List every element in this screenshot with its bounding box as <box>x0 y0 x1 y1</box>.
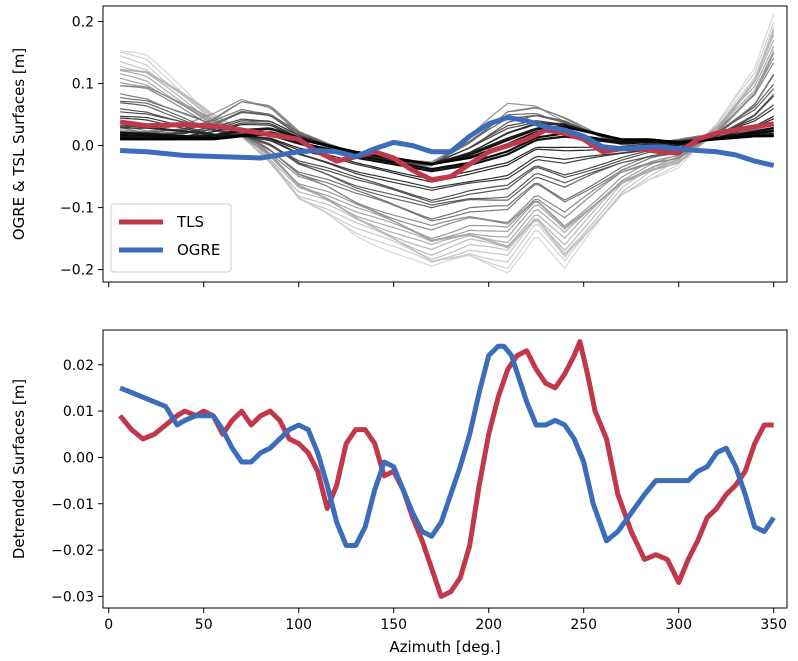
x-tick-label: 350 <box>760 617 787 633</box>
x-tick-label: 50 <box>195 617 213 633</box>
x-tick-label: 300 <box>665 617 692 633</box>
x-tick-label: 150 <box>380 617 407 633</box>
bottom-panel: −0.03 −0.02 −0.01 0.00 0.01 0.02 0 50 100 150 200… <box>10 329 788 656</box>
top-x-ticks <box>108 282 775 287</box>
y-tick-label: −0.02 <box>51 543 94 559</box>
top-panel: −0.2 −0.1 0.0 0.1 0.2 OGRE & TSL Surfaces [m… <box>10 5 788 287</box>
y-tick-label: 0.0 <box>72 139 94 155</box>
bottom-y-ticks: −0.03 −0.02 −0.01 0.00 0.01 0.02 <box>51 358 103 605</box>
legend: TLS OGRE <box>110 203 232 273</box>
ensemble-line <box>120 125 774 166</box>
y-tick-label: −0.2 <box>60 263 94 279</box>
y-tick-label: −0.01 <box>51 497 94 513</box>
y-tick-label: 0.1 <box>72 77 94 93</box>
legend-box <box>110 203 232 273</box>
legend-label-tls: TLS <box>176 213 204 231</box>
bottom-y-axis-label: Detrended Surfaces [m] <box>10 379 28 559</box>
series-line-ogre <box>119 115 775 168</box>
x-tick-label: 100 <box>285 617 312 633</box>
series-line-tls <box>118 339 774 599</box>
y-tick-label: 0.01 <box>63 404 94 420</box>
bottom-x-ticks: 0 50 100 150 200 250 300 350 <box>104 608 787 633</box>
series-line-ogre <box>119 343 776 548</box>
top-series-group <box>119 115 775 183</box>
x-tick-label: 250 <box>570 617 597 633</box>
series-line-tls <box>119 119 775 183</box>
bottom-series-group <box>118 339 776 599</box>
x-tick-label: 0 <box>104 617 113 633</box>
legend-label-ogre: OGRE <box>177 241 220 259</box>
y-tick-label: 0.02 <box>63 358 94 374</box>
y-tick-label: 0.00 <box>63 450 94 466</box>
y-tick-label: −0.1 <box>60 201 94 217</box>
top-y-axis-label: OGRE & TSL Surfaces [m] <box>10 48 28 240</box>
bottom-plot-frame <box>102 329 788 609</box>
bottom-x-axis-label: Azimuth [deg.] <box>389 638 500 656</box>
y-tick-label: −0.03 <box>51 589 94 605</box>
top-plot-frame <box>102 5 788 283</box>
y-tick-label: 0.2 <box>72 15 94 31</box>
x-tick-label: 200 <box>475 617 502 633</box>
top-y-ticks: −0.2 −0.1 0.0 0.1 0.2 <box>60 15 103 279</box>
